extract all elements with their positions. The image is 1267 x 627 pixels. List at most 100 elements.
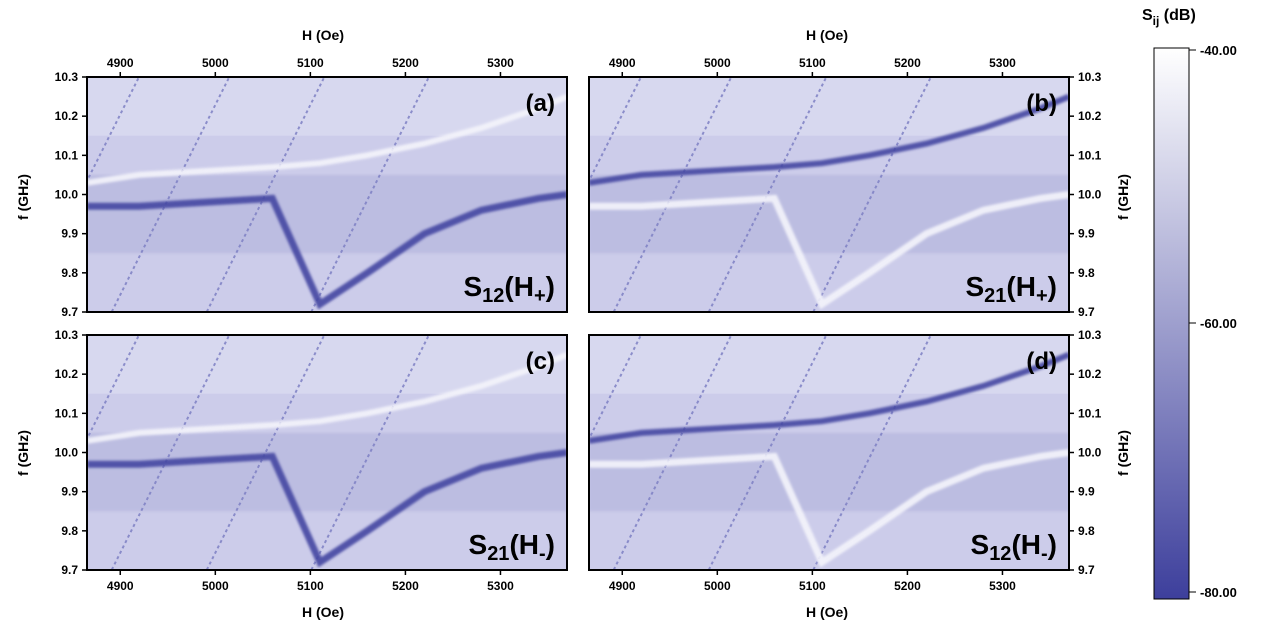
field-main: H: [1016, 271, 1036, 302]
x-tick-label: 4900: [107, 56, 134, 70]
x-tick-label: 4900: [609, 56, 636, 70]
side-mode-line: [612, 335, 733, 570]
sparam-open-paren: (: [504, 271, 514, 302]
y-tick-label: 10.3: [1078, 70, 1102, 84]
sparam-open-paren: (: [1011, 529, 1021, 560]
upper-branch: [87, 351, 567, 444]
y-tick-label: 10.3: [55, 328, 79, 342]
side-mode-line: [205, 77, 326, 312]
y-tick-label: 9.8: [1078, 266, 1095, 280]
panel-label: (d): [1026, 348, 1057, 375]
sparam-close-paren: ): [546, 271, 555, 302]
y-tick-label: 10.3: [1078, 328, 1102, 342]
x-tick-label: 4900: [107, 579, 134, 593]
side-mode-line: [310, 77, 430, 312]
sparam-sub: 21: [487, 543, 509, 565]
colorbar: Sij (dB) -40.00 -60.00 -80.00: [1142, 7, 1237, 600]
resonance-band: [589, 432, 1069, 512]
colorbar-title-sub: ij: [1153, 14, 1160, 28]
y-tick-label: 9.7: [61, 305, 78, 319]
y-tick-label: 10.3: [55, 70, 79, 84]
y-tick-label: 10.0: [55, 188, 79, 202]
field-sub: -: [539, 543, 546, 565]
field-sub: +: [1036, 285, 1048, 307]
x-tick-label: 5200: [392, 56, 419, 70]
side-mode-line: [812, 335, 932, 570]
y-tick-label: 9.7: [61, 563, 78, 577]
y-tick-label: 10.2: [1078, 367, 1102, 381]
upper-light-region: [87, 335, 567, 394]
panel-4-plot: [589, 335, 1069, 570]
upper-branch: [87, 93, 567, 186]
side-mode-line: [205, 335, 326, 570]
x-tick-label: 5300: [989, 56, 1016, 70]
sparam-sub: 12: [989, 543, 1011, 565]
top-x-axis-title-right: H (Oe): [806, 27, 848, 43]
y-tick-label: 10.0: [1078, 188, 1102, 202]
x-tick-label: 5000: [202, 56, 229, 70]
y-tick-label: 10.1: [55, 148, 79, 162]
x-tick-label: 5000: [704, 579, 731, 593]
field-sub: -: [1041, 543, 1048, 565]
axis-ticks: 4900 5000 5100 5200 5300 9.7 9.8 9.9 10.0 10.1 10.…: [55, 56, 1102, 593]
sparam-main: S: [965, 271, 984, 302]
y-tick-label: 9.8: [1078, 524, 1095, 538]
resonance-band: [87, 432, 567, 512]
panel-1-plot: [87, 77, 567, 312]
x-tick-label: 5200: [894, 56, 921, 70]
sparam-main: S: [463, 271, 482, 302]
bottom-x-axis-title-right: H (Oe): [806, 604, 848, 620]
bottom-x-axis-title: H (Oe): [302, 604, 344, 620]
y-tick-label: 10.2: [55, 109, 79, 123]
y-tick-label: 10.1: [1078, 148, 1102, 162]
y-tick-label: 9.7: [1078, 563, 1095, 577]
x-tick-label: 5100: [799, 56, 826, 70]
panel-sparam-label: S21(H-): [469, 529, 556, 565]
y-tick-label: 9.9: [1078, 227, 1095, 241]
sparam-close-paren: ): [1048, 529, 1057, 560]
sparam-sub: 12: [482, 285, 504, 307]
field-sub: +: [534, 285, 546, 307]
left-y-axis-title-top: f (GHz): [15, 174, 31, 220]
panel-label: (b): [1026, 90, 1057, 117]
panel-label: (c): [526, 348, 555, 375]
sparam-open-paren: (: [509, 529, 519, 560]
upper-branch: [589, 351, 1069, 444]
right-y-axis-title-bottom: f (GHz): [1115, 430, 1131, 476]
lower-branch: [589, 191, 1069, 310]
x-tick-label: 5300: [487, 56, 514, 70]
x-tick-label: 5000: [704, 56, 731, 70]
x-tick-label: 5000: [202, 579, 229, 593]
lower-branch: [87, 191, 567, 310]
y-tick-label: 10.0: [55, 446, 79, 460]
panel-sparam-label: S21(H+): [965, 271, 1057, 307]
top-x-axis-title: H (Oe): [302, 27, 344, 43]
sparam-main: S: [469, 529, 488, 560]
resonance-band: [87, 174, 567, 254]
sparam-main: S: [971, 529, 990, 560]
y-tick-label: 10.0: [1078, 446, 1102, 460]
lower-branch: [589, 449, 1069, 568]
panel-label: (a): [526, 90, 555, 117]
colorbar-title-main: S: [1142, 7, 1153, 24]
x-tick-label: 5200: [392, 579, 419, 593]
colorbar-label-mid: -60.00: [1200, 316, 1237, 331]
y-tick-label: 10.2: [55, 367, 79, 381]
lower-branch: [87, 449, 567, 568]
side-mode-line: [707, 335, 828, 570]
side-mode-line: [707, 77, 828, 312]
left-y-axis-title-bottom: f (GHz): [15, 430, 31, 476]
colorbar-label-low: -80.00: [1200, 585, 1237, 600]
field-main: H: [1021, 529, 1041, 560]
side-mode-line: [110, 77, 231, 312]
y-tick-label: 9.8: [61, 524, 78, 538]
sparam-close-paren: ): [1048, 271, 1057, 302]
sparam-close-paren: ): [546, 529, 555, 560]
x-tick-label: 5200: [894, 579, 921, 593]
y-tick-label: 10.1: [55, 406, 79, 420]
sparam-sub: 21: [984, 285, 1006, 307]
field-main: H: [514, 271, 534, 302]
y-tick-label: 10.2: [1078, 109, 1102, 123]
colorbar-label-high: -40.00: [1200, 43, 1237, 58]
